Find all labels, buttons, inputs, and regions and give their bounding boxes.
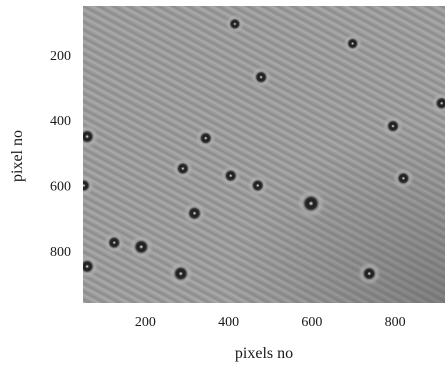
particle-1 (224, 13, 245, 34)
x-axis-ticks: 200 400 600 800 (135, 315, 406, 330)
x-tick-label: 400 (218, 315, 239, 330)
particle-core (346, 37, 359, 50)
particle-core (224, 169, 238, 183)
particle-18 (167, 260, 194, 287)
y-axis-label: pixel no (9, 130, 26, 182)
particle-4 (430, 92, 445, 115)
y-tick-label: 600 (50, 180, 71, 195)
particle-10 (392, 167, 415, 190)
particle-core (187, 206, 202, 221)
particle-core (83, 178, 91, 193)
particle-3 (250, 66, 273, 89)
x-tick-label: 200 (135, 315, 156, 330)
y-axis-ticks: 200 400 600 800 (50, 49, 71, 260)
particle-13 (296, 188, 326, 219)
particle-core (396, 171, 411, 185)
particle-7 (194, 127, 217, 150)
particle-core (133, 239, 150, 255)
particle-core (251, 178, 265, 193)
x-tick-label: 800 (385, 315, 406, 330)
x-axis-label: pixels no (235, 345, 293, 362)
particle-9 (219, 164, 242, 187)
particle-layer (83, 13, 445, 287)
particle-16 (128, 233, 155, 260)
particle-14 (182, 201, 207, 226)
y-tick-label: 400 (50, 114, 71, 129)
y-tick-label: 800 (50, 245, 71, 260)
particle-12 (83, 174, 95, 197)
particle-6 (83, 124, 100, 149)
particle-15 (103, 231, 126, 254)
y-tick-label: 200 (50, 49, 71, 64)
particle-5 (382, 115, 404, 138)
particle-core (362, 266, 377, 281)
particle-core (83, 259, 95, 274)
particle-core (107, 235, 121, 250)
particle-19 (357, 261, 382, 286)
particle-core (228, 17, 241, 30)
particle-core (386, 119, 400, 133)
particle-2 (342, 33, 363, 54)
particle-core (435, 96, 445, 110)
particle-core (254, 70, 268, 84)
particle-8 (171, 157, 194, 180)
x-tick-label: 600 (301, 315, 322, 330)
particle-core (172, 265, 189, 282)
particle-core (176, 161, 190, 176)
particle-core (83, 129, 95, 144)
plot-area (83, 6, 445, 303)
particle-core (199, 131, 213, 145)
particle-17 (83, 254, 100, 279)
particle-11 (246, 174, 269, 197)
particle-core (301, 194, 321, 213)
